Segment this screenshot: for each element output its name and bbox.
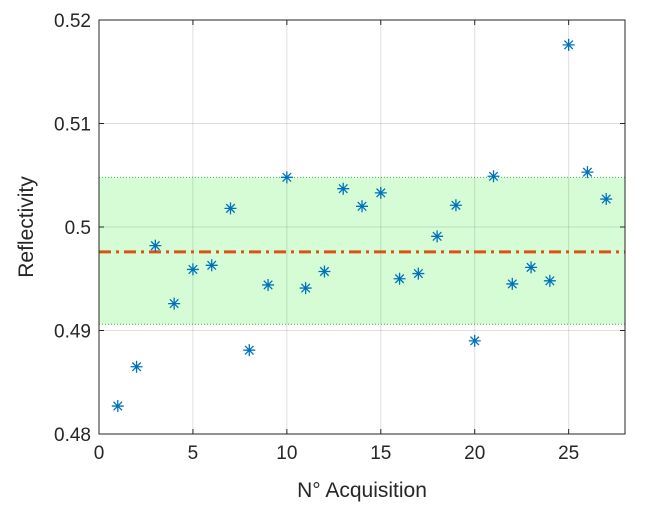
x-tick-label: 0: [94, 443, 105, 464]
x-tick-label: 15: [370, 443, 391, 464]
y-tick-label: 0.5: [65, 218, 91, 239]
data-point: [149, 239, 162, 252]
data-points: [111, 38, 613, 413]
data-point: [318, 265, 331, 278]
x-tick-label: 20: [464, 443, 485, 464]
data-point: [468, 334, 481, 347]
data-point: [130, 360, 143, 373]
data-point: [431, 230, 444, 243]
data-point: [487, 170, 500, 183]
y-tick-label: 0.48: [54, 425, 91, 446]
tick-marks: [98, 19, 625, 435]
data-point: [525, 261, 538, 274]
y-axis-label: Reflectivity: [15, 176, 38, 278]
y-tick-labels: 0.48 0.49 0.5 0.51 0.52: [54, 11, 91, 446]
data-point: [562, 38, 575, 51]
data-point: [581, 166, 594, 179]
y-tick-label: 0.51: [54, 115, 91, 136]
x-tick-label: 25: [558, 443, 579, 464]
data-point: [224, 202, 237, 215]
data-point: [111, 400, 124, 413]
x-tick-label: 5: [188, 443, 199, 464]
data-point: [243, 344, 256, 357]
data-point: [337, 182, 350, 195]
y-tick-label: 0.49: [54, 322, 91, 343]
data-point: [600, 193, 613, 206]
data-point: [356, 200, 368, 213]
data-point: [449, 199, 462, 212]
data-point: [280, 171, 293, 184]
x-tick-labels: 0 5 10 15 20 25: [94, 443, 580, 464]
data-point: [506, 277, 519, 290]
data-point: [299, 282, 312, 295]
data-point: [205, 259, 218, 272]
data-point: [412, 267, 425, 280]
data-point: [168, 297, 181, 310]
data-point: [262, 278, 275, 291]
data-point: [543, 274, 556, 287]
x-tick-label: 10: [276, 443, 297, 464]
data-point: [374, 186, 387, 199]
x-axis-label: N° Acquisition: [297, 479, 427, 502]
data-point: [186, 263, 199, 276]
grid-lines: [99, 20, 625, 434]
data-point: [393, 272, 406, 285]
y-tick-label: 0.52: [54, 11, 91, 32]
